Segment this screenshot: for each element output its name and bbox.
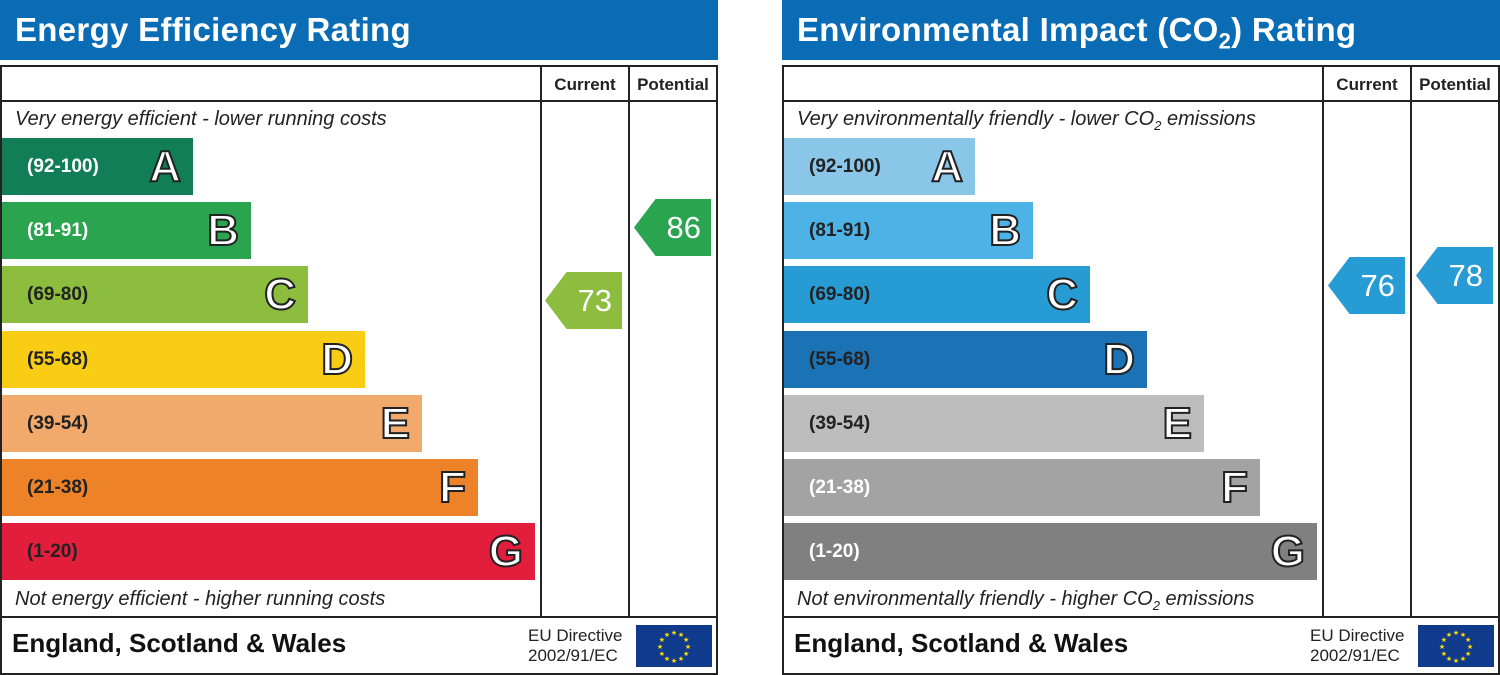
current-column-header: Current <box>1336 75 1398 94</box>
svg-text:★: ★ <box>1453 657 1459 665</box>
band-e-bar: (39-54) E <box>2 394 422 452</box>
band-a-bar: (92-100) A <box>784 138 975 195</box>
band-letter: G <box>1270 526 1306 577</box>
svg-text:★: ★ <box>1446 655 1452 663</box>
top-note: Very energy efficient - lower running co… <box>15 108 387 130</box>
svg-text:★: ★ <box>685 643 691 651</box>
band-range: (81-91) <box>27 220 89 242</box>
directive-code: 2002/91/EC <box>1310 646 1400 665</box>
band-range: (69-80) <box>27 284 89 306</box>
divider <box>782 100 1500 102</box>
svg-text:★: ★ <box>1441 650 1447 658</box>
chart-title: Energy Efficiency Rating <box>0 0 718 60</box>
band-c-bar: (69-80) C <box>784 266 1090 324</box>
svg-text:★: ★ <box>683 650 689 658</box>
band-letter: E <box>380 398 411 449</box>
band-range: (92-100) <box>27 156 99 177</box>
divider <box>0 616 718 618</box>
band-letter: F <box>1220 462 1249 513</box>
band-range: (39-54) <box>809 412 871 434</box>
svg-text:★: ★ <box>1446 631 1452 639</box>
band-d-bar: (55-68) D <box>2 330 365 388</box>
band-range: (21-38) <box>27 477 89 498</box>
band-letter: D <box>320 334 354 385</box>
band-range: (69-80) <box>809 284 871 306</box>
band-a-bar: (92-100) A <box>2 138 193 195</box>
eu-flag-icon: ★ ★★★★★★★★★★★ <box>636 625 712 667</box>
svg-text:★: ★ <box>1467 643 1473 651</box>
svg-text:★: ★ <box>678 631 684 639</box>
band-range: (81-91) <box>809 220 871 242</box>
svg-text:★: ★ <box>664 655 670 663</box>
band-letter: C <box>1045 269 1079 320</box>
band-range: (55-68) <box>809 348 871 370</box>
divider <box>0 100 718 102</box>
svg-text:★: ★ <box>1439 643 1445 651</box>
directive-code: 2002/91/EC <box>528 646 618 665</box>
directive-line: EU Directive <box>1310 626 1405 645</box>
divider <box>782 616 1500 618</box>
svg-text:★: ★ <box>1460 655 1466 663</box>
band-range: (92-100) <box>809 156 881 177</box>
band-g-bar: (1-20) G <box>784 523 1317 581</box>
eu-flag-icon: ★ ★★★★★★★★★★★ <box>1418 625 1494 667</box>
svg-text:★: ★ <box>1441 636 1447 644</box>
band-d-bar: (55-68) D <box>784 330 1147 388</box>
svg-text:★: ★ <box>671 629 677 637</box>
potential-column-header: Potential <box>1419 75 1491 94</box>
band-f-bar: (21-38) F <box>784 459 1260 516</box>
eu-directive: EU Directive 2002/91/EC <box>528 626 622 666</box>
svg-text:★: ★ <box>1453 629 1459 637</box>
band-letter: A <box>148 141 182 192</box>
band-g-bar: (1-20) G <box>2 523 535 581</box>
band-range: (21-38) <box>809 477 871 498</box>
bottom-note: Not environmentally friendly - higher CO… <box>797 588 1255 613</box>
band-c-bar: (69-80) C <box>2 266 308 324</box>
band-range: (1-20) <box>809 541 860 563</box>
energy-efficiency-chart: Energy Efficiency Rating Current Potenti… <box>0 0 718 675</box>
band-letter: F <box>438 462 467 513</box>
svg-text:★: ★ <box>678 655 684 663</box>
band-e-bar: (39-54) E <box>784 394 1204 452</box>
svg-text:★: ★ <box>657 643 663 651</box>
svg-text:★: ★ <box>659 636 665 644</box>
svg-text:★: ★ <box>671 657 677 665</box>
band-letter: A <box>930 141 964 192</box>
region-label: England, Scotland & Wales <box>794 628 1129 658</box>
divider <box>540 65 542 617</box>
band-letter: C <box>263 269 297 320</box>
band-letter: G <box>488 526 524 577</box>
band-range: (1-20) <box>27 541 78 563</box>
svg-text:★: ★ <box>1465 636 1471 644</box>
top-note: Very environmentally friendly - lower CO… <box>797 108 1256 133</box>
band-letter: E <box>1162 398 1193 449</box>
band-letter: B <box>988 205 1022 256</box>
chart-frame <box>782 65 1500 675</box>
band-letter: D <box>1102 334 1136 385</box>
divider <box>628 65 630 617</box>
environmental-impact-chart: Environmental Impact (CO2) Rating Curren… <box>782 0 1500 675</box>
svg-text:★: ★ <box>1465 650 1471 658</box>
band-letter: B <box>206 205 240 256</box>
eu-directive: EU Directive 2002/91/EC <box>1310 626 1404 666</box>
divider <box>1410 65 1412 617</box>
band-f-bar: (21-38) F <box>2 459 478 516</box>
current-column-header: Current <box>554 75 616 94</box>
svg-text:★: ★ <box>1460 631 1466 639</box>
svg-text:★: ★ <box>664 631 670 639</box>
potential-column-header: Potential <box>637 75 709 94</box>
svg-text:★: ★ <box>683 636 689 644</box>
band-b-bar: (81-91) B <box>784 202 1033 260</box>
bottom-note: Not energy efficient - higher running co… <box>15 588 386 610</box>
directive-line: EU Directive <box>528 626 623 645</box>
svg-text:★: ★ <box>659 650 665 658</box>
region-label: England, Scotland & Wales <box>12 628 347 658</box>
band-range: (55-68) <box>27 348 89 370</box>
band-range: (39-54) <box>27 412 89 434</box>
chart-frame <box>0 65 718 675</box>
chart-title: Environmental Impact (CO2) Rating <box>782 0 1500 60</box>
divider <box>1322 65 1324 617</box>
band-b-bar: (81-91) B <box>2 202 251 260</box>
